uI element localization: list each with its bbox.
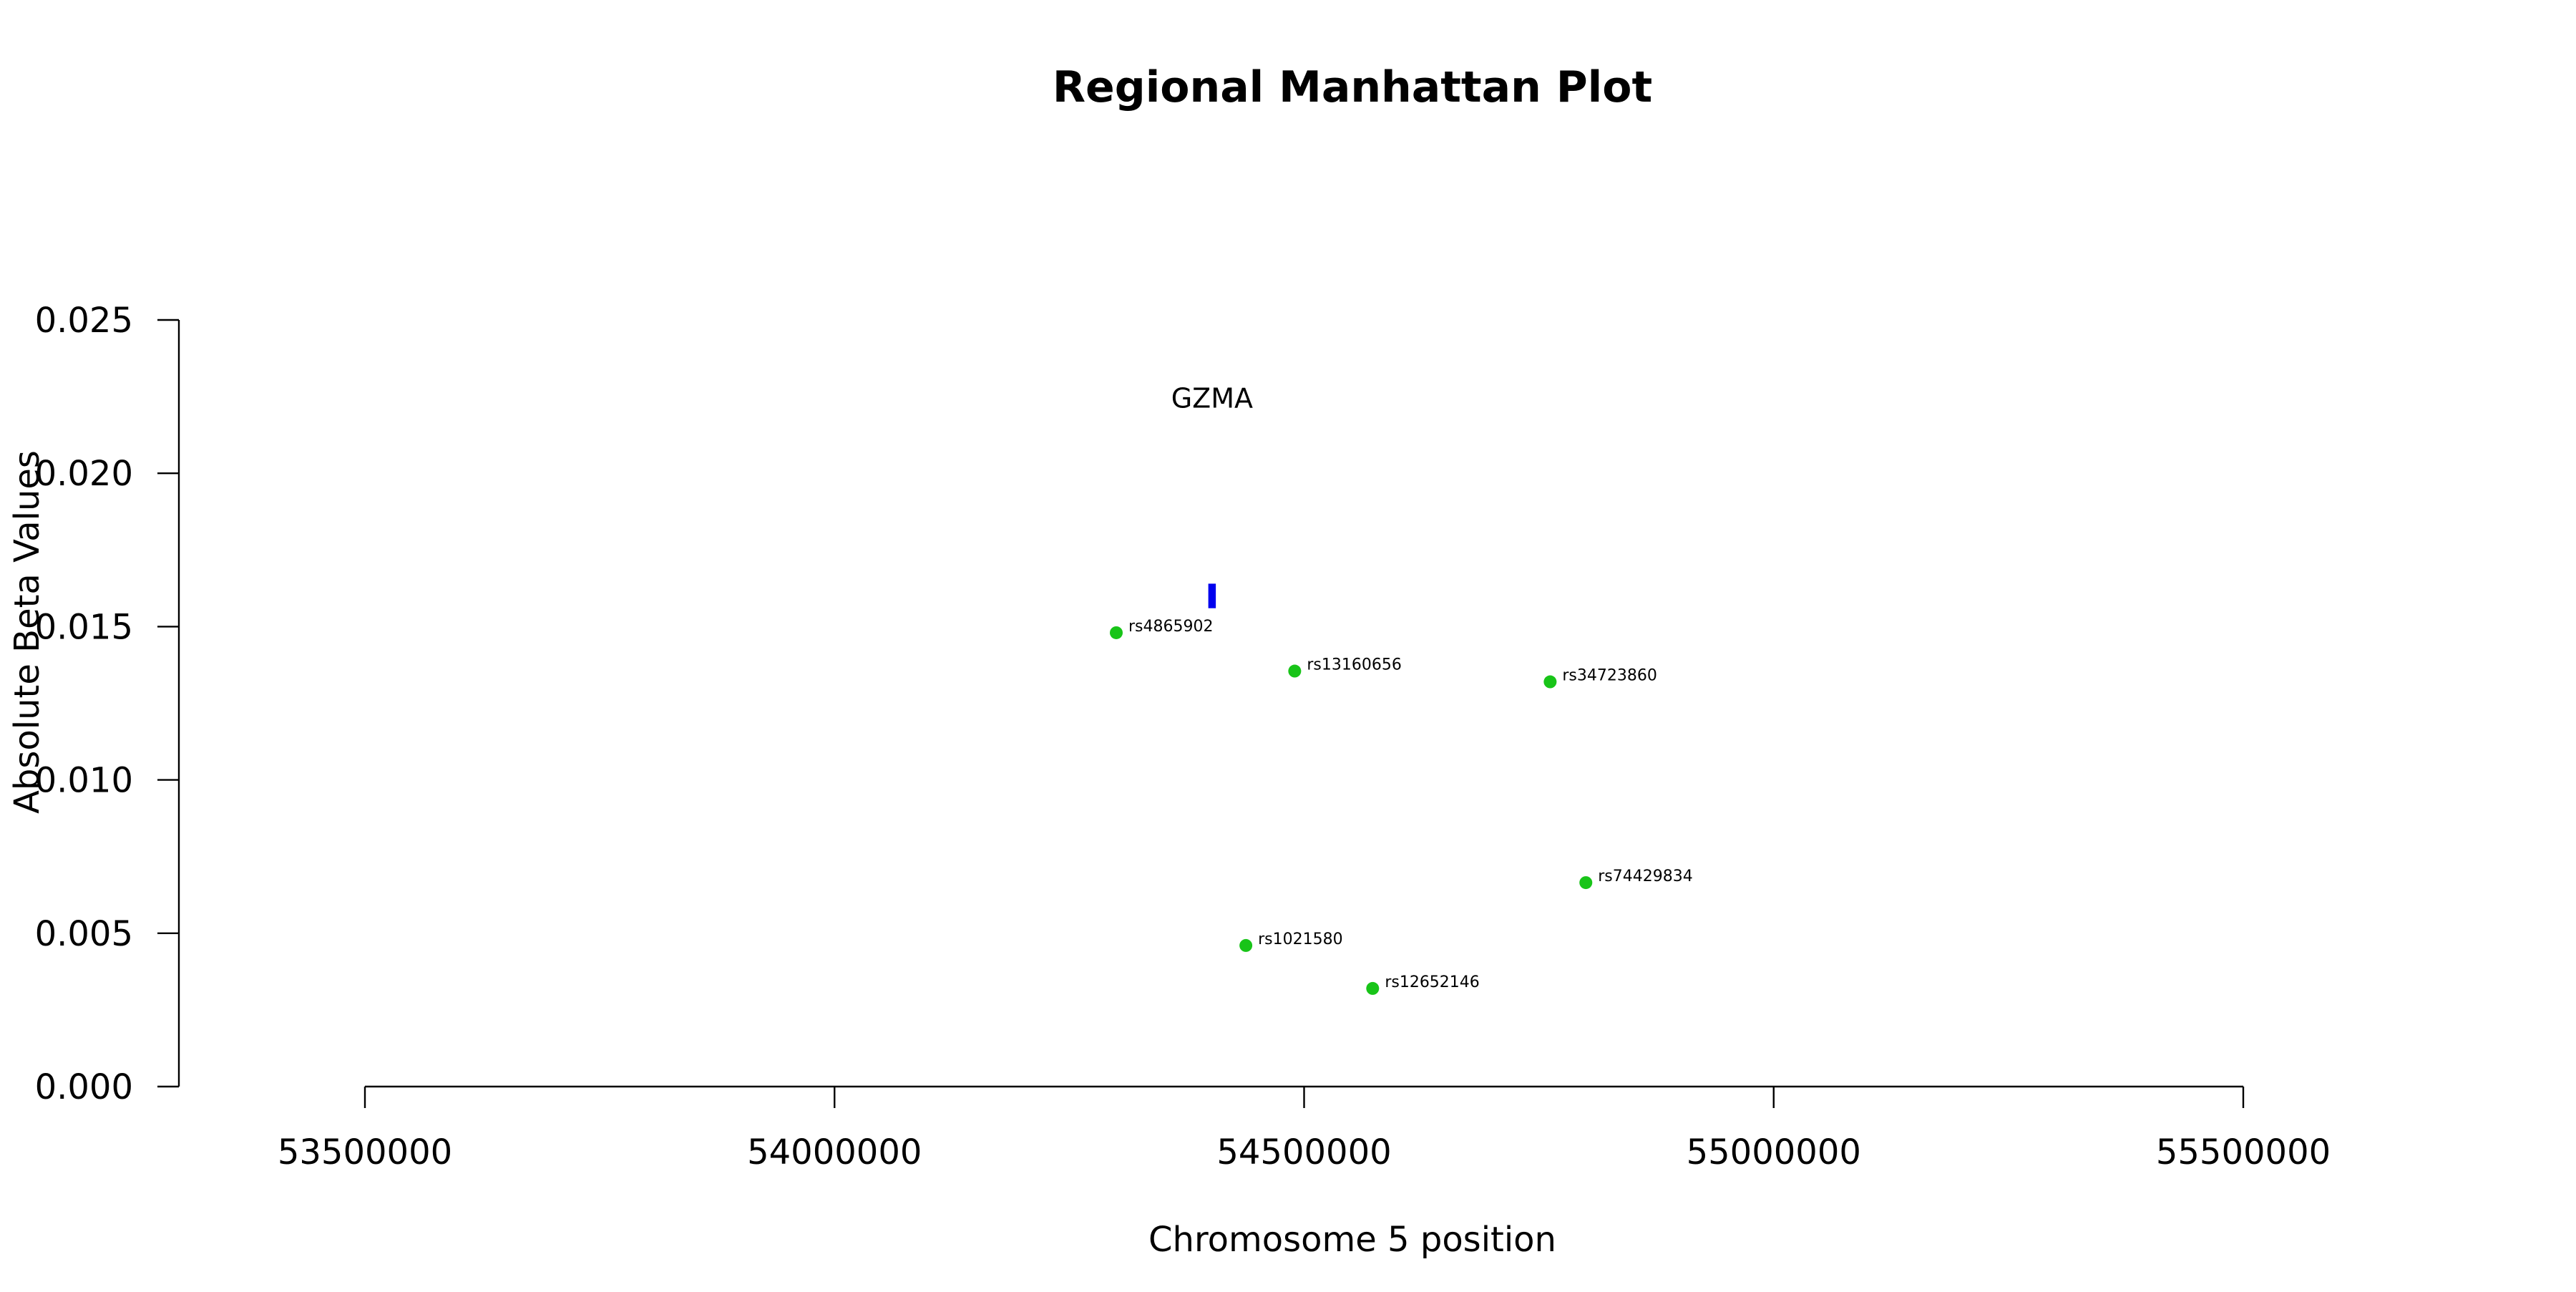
y-tick-label: 0.015	[35, 607, 133, 647]
snp-point	[1110, 626, 1123, 639]
x-tick-label: 53500000	[278, 1132, 452, 1172]
y-axis-label: Absolute Beta Values	[7, 450, 47, 814]
chart-title: Regional Manhattan Plot	[1053, 62, 1652, 112]
snp-label: rs13160656	[1307, 656, 1401, 674]
x-axis-label: Chromosome 5 position	[1148, 1220, 1556, 1260]
x-tick-label: 55000000	[1687, 1132, 1861, 1172]
snp-point	[1579, 876, 1593, 890]
y-tick-label: 0.010	[35, 761, 133, 801]
y-tick-label: 0.005	[35, 914, 133, 954]
y-tick-label: 0.020	[35, 454, 133, 494]
snp-label: rs12652146	[1385, 973, 1479, 991]
y-tick-label: 0.000	[35, 1067, 133, 1107]
x-tick-label: 54000000	[747, 1132, 922, 1172]
snp-point	[1239, 938, 1253, 952]
gene-label: GZMA	[1171, 382, 1253, 414]
snp-point	[1543, 675, 1557, 689]
snp-label: rs74429834	[1598, 868, 1692, 885]
y-tick-label: 0.025	[35, 301, 133, 341]
snp-label: rs34723860	[1562, 667, 1657, 685]
snp-label: rs1021580	[1258, 931, 1343, 948]
x-tick-label: 54500000	[1216, 1132, 1391, 1172]
x-tick-label: 55500000	[2156, 1132, 2331, 1172]
snp-point	[1288, 664, 1302, 678]
snp-point	[1366, 981, 1380, 995]
snp-label: rs4865902	[1128, 618, 1214, 636]
gene-marker	[1208, 583, 1216, 608]
